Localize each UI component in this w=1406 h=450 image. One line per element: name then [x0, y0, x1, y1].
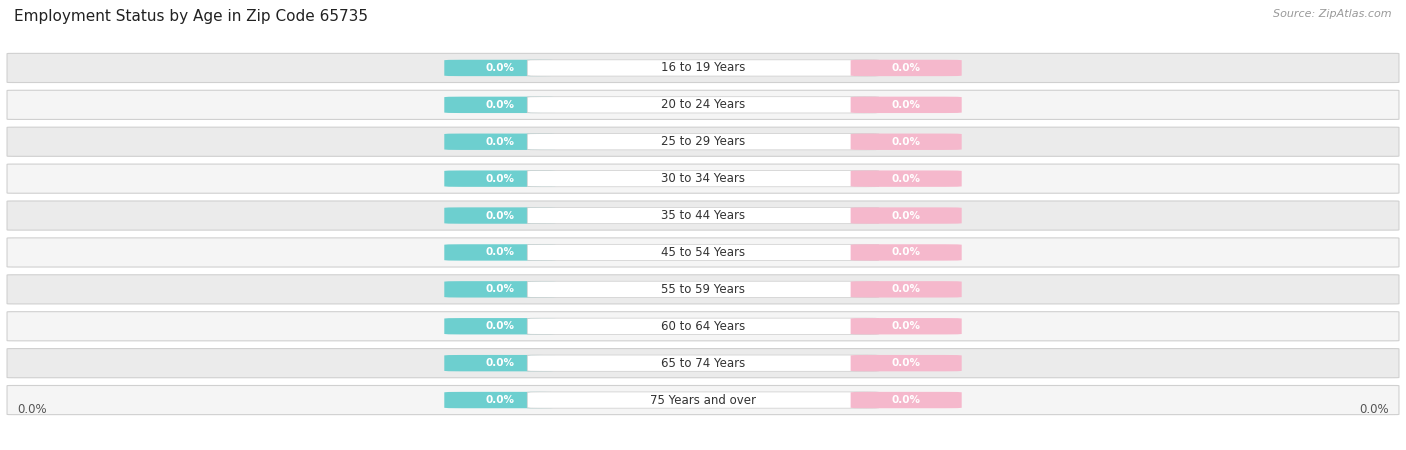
Text: 35 to 44 Years: 35 to 44 Years: [661, 209, 745, 222]
FancyBboxPatch shape: [444, 318, 555, 334]
FancyBboxPatch shape: [444, 355, 555, 371]
Text: 0.0%: 0.0%: [485, 358, 515, 368]
FancyBboxPatch shape: [444, 281, 555, 297]
FancyBboxPatch shape: [7, 127, 1399, 156]
FancyBboxPatch shape: [851, 171, 962, 187]
FancyBboxPatch shape: [444, 60, 555, 76]
FancyBboxPatch shape: [527, 134, 879, 150]
FancyBboxPatch shape: [851, 134, 962, 150]
Text: 0.0%: 0.0%: [891, 248, 921, 257]
Text: 0.0%: 0.0%: [485, 137, 515, 147]
Text: 30 to 34 Years: 30 to 34 Years: [661, 172, 745, 185]
FancyBboxPatch shape: [851, 244, 962, 261]
FancyBboxPatch shape: [527, 392, 879, 408]
FancyBboxPatch shape: [527, 171, 879, 187]
FancyBboxPatch shape: [851, 60, 962, 76]
FancyBboxPatch shape: [851, 281, 962, 297]
FancyBboxPatch shape: [527, 207, 879, 224]
FancyBboxPatch shape: [851, 355, 962, 371]
FancyBboxPatch shape: [444, 207, 555, 224]
Text: 0.0%: 0.0%: [891, 100, 921, 110]
Text: 0.0%: 0.0%: [891, 358, 921, 368]
FancyBboxPatch shape: [851, 318, 962, 334]
Text: 0.0%: 0.0%: [485, 321, 515, 331]
FancyBboxPatch shape: [7, 54, 1399, 82]
Text: 16 to 19 Years: 16 to 19 Years: [661, 62, 745, 74]
FancyBboxPatch shape: [527, 355, 879, 371]
FancyBboxPatch shape: [7, 90, 1399, 119]
Text: 25 to 29 Years: 25 to 29 Years: [661, 135, 745, 148]
FancyBboxPatch shape: [444, 392, 555, 408]
FancyBboxPatch shape: [527, 97, 879, 113]
FancyBboxPatch shape: [7, 349, 1399, 378]
FancyBboxPatch shape: [7, 312, 1399, 341]
Text: 75 Years and over: 75 Years and over: [650, 394, 756, 406]
Text: Source: ZipAtlas.com: Source: ZipAtlas.com: [1274, 9, 1392, 19]
FancyBboxPatch shape: [851, 97, 962, 113]
Text: 0.0%: 0.0%: [485, 174, 515, 184]
Text: 0.0%: 0.0%: [485, 100, 515, 110]
FancyBboxPatch shape: [7, 201, 1399, 230]
Text: Employment Status by Age in Zip Code 65735: Employment Status by Age in Zip Code 657…: [14, 9, 368, 24]
Text: 0.0%: 0.0%: [891, 63, 921, 73]
Text: 0.0%: 0.0%: [891, 137, 921, 147]
Text: 0.0%: 0.0%: [485, 284, 515, 294]
FancyBboxPatch shape: [527, 318, 879, 334]
FancyBboxPatch shape: [7, 386, 1399, 414]
Text: 65 to 74 Years: 65 to 74 Years: [661, 357, 745, 369]
Text: 0.0%: 0.0%: [485, 211, 515, 220]
FancyBboxPatch shape: [7, 275, 1399, 304]
Text: 20 to 24 Years: 20 to 24 Years: [661, 99, 745, 111]
Text: 0.0%: 0.0%: [891, 284, 921, 294]
Text: 0.0%: 0.0%: [485, 63, 515, 73]
Text: 0.0%: 0.0%: [891, 395, 921, 405]
FancyBboxPatch shape: [7, 164, 1399, 193]
FancyBboxPatch shape: [444, 134, 555, 150]
FancyBboxPatch shape: [527, 281, 879, 297]
FancyBboxPatch shape: [444, 244, 555, 261]
FancyBboxPatch shape: [851, 207, 962, 224]
Text: 0.0%: 0.0%: [485, 395, 515, 405]
FancyBboxPatch shape: [851, 392, 962, 408]
FancyBboxPatch shape: [527, 60, 879, 76]
FancyBboxPatch shape: [527, 244, 879, 261]
Text: 0.0%: 0.0%: [17, 403, 46, 416]
Text: 0.0%: 0.0%: [891, 211, 921, 220]
Text: 0.0%: 0.0%: [891, 174, 921, 184]
Text: 0.0%: 0.0%: [485, 248, 515, 257]
Text: 45 to 54 Years: 45 to 54 Years: [661, 246, 745, 259]
FancyBboxPatch shape: [7, 238, 1399, 267]
FancyBboxPatch shape: [444, 97, 555, 113]
Text: 55 to 59 Years: 55 to 59 Years: [661, 283, 745, 296]
FancyBboxPatch shape: [444, 171, 555, 187]
Text: 60 to 64 Years: 60 to 64 Years: [661, 320, 745, 333]
Text: 0.0%: 0.0%: [891, 321, 921, 331]
Text: 0.0%: 0.0%: [1360, 403, 1389, 416]
